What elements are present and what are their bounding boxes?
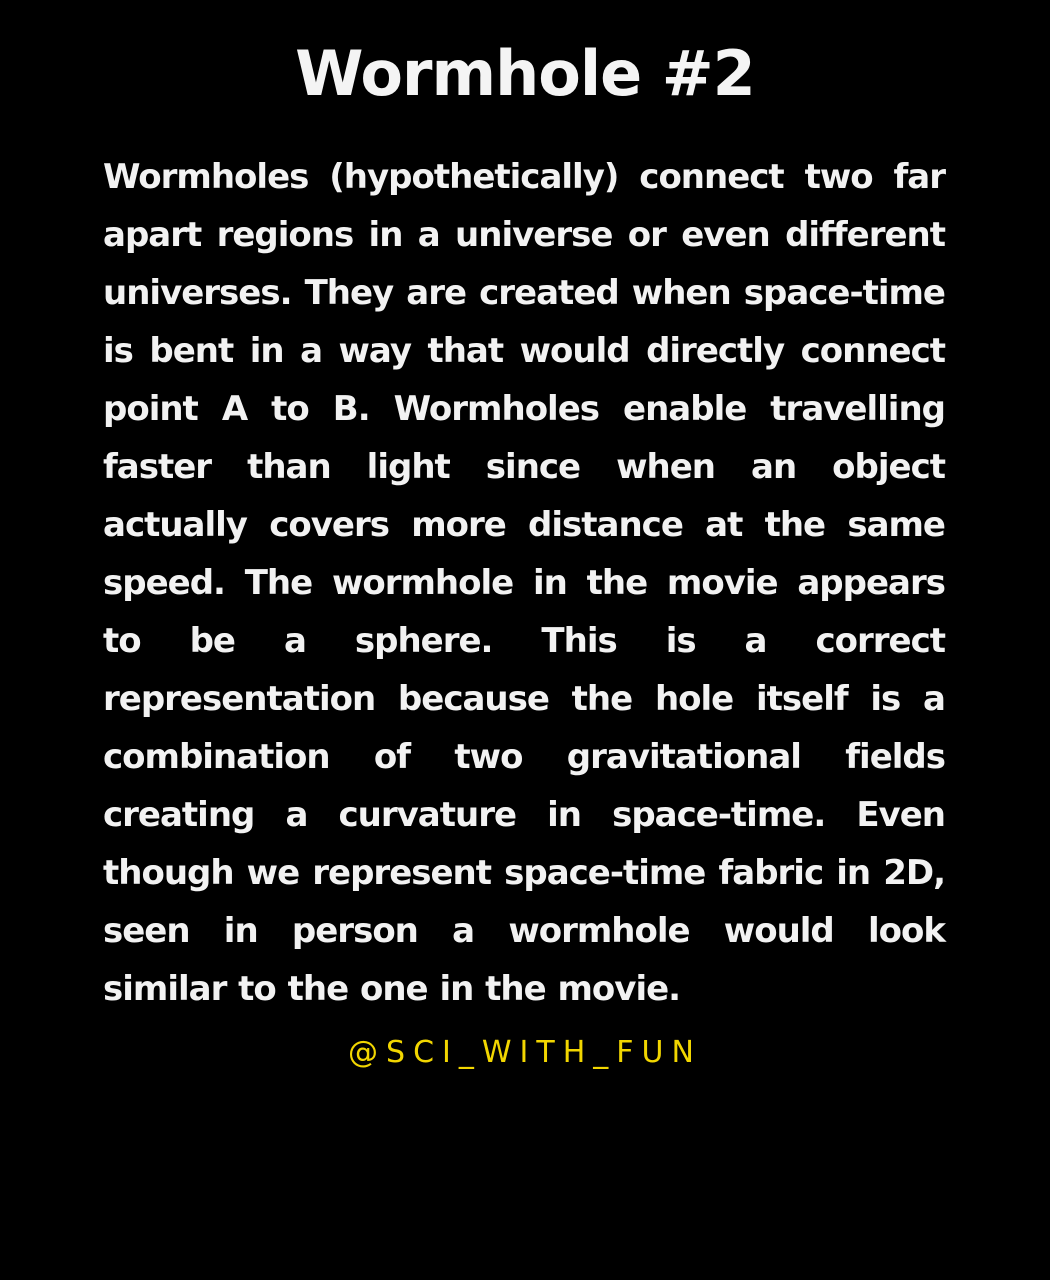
page-title: Wormhole #2 xyxy=(295,37,756,110)
author-handle: @SCI_WITH_FUN xyxy=(348,1035,702,1070)
body-paragraph: Wormholes (hypothetically) connect two f… xyxy=(103,157,946,1009)
